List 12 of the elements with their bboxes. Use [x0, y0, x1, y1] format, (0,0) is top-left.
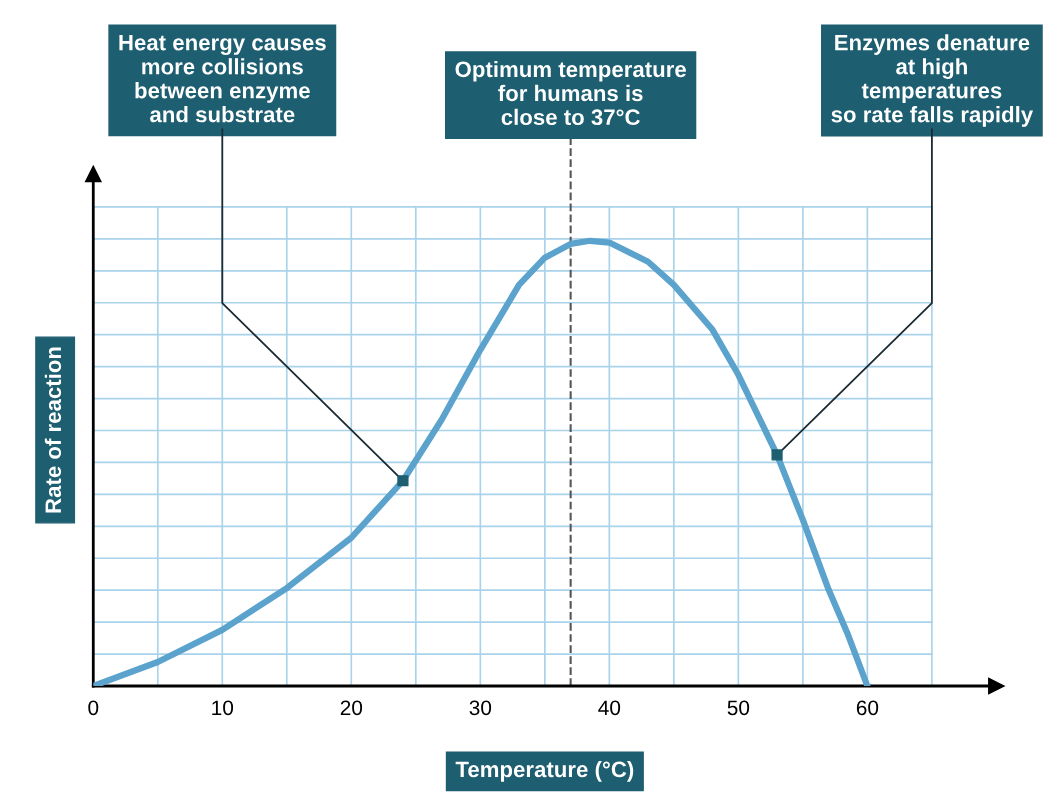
ref-line-label: Optimum temperature for humans is close to 37°C — [455, 60, 686, 126]
x-tick-label: 50 — [727, 700, 750, 716]
text: Enzymes denature at high temperatures so rate falls rapidly — [831, 34, 1034, 127]
text: Heat energy causes more collisions between enzyme and substrate — [119, 34, 326, 123]
x-tick-label: 30 — [469, 700, 492, 716]
x-tick-label: 40 — [598, 700, 621, 716]
x-tick-label: 60 — [856, 700, 879, 716]
x-tick-label: 0 — [88, 700, 99, 716]
x-axis-title: Temperature (°C) — [455, 760, 634, 782]
x-tick-label: 10 — [212, 700, 234, 716]
y-axis-title: Rate of reaction — [44, 347, 62, 513]
x-tick-label: 20 — [340, 700, 363, 716]
